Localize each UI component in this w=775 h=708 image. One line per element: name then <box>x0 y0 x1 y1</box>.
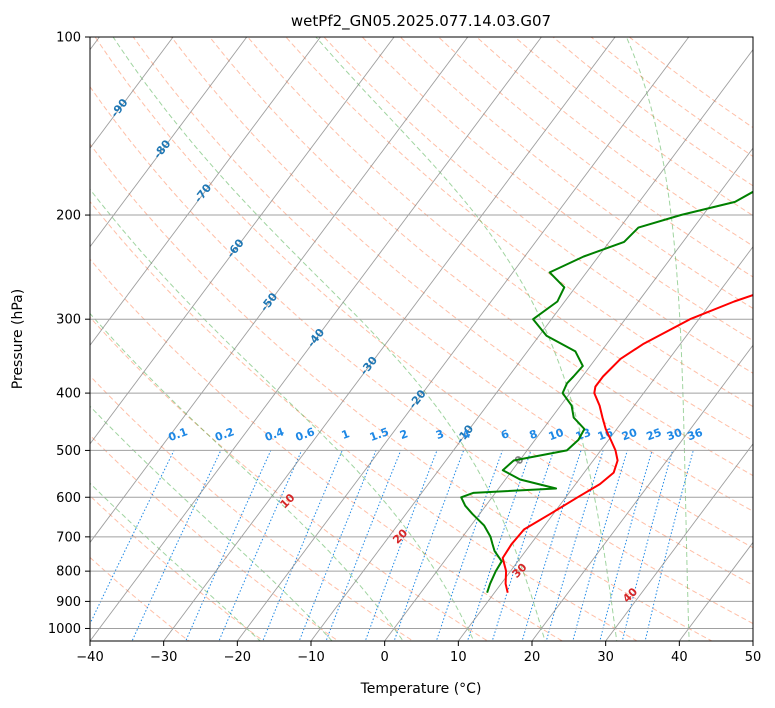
y-tick-label: 200 <box>56 209 81 224</box>
isotherm-line <box>163 37 616 641</box>
y-axis-label: Pressure (hPa) <box>10 289 26 389</box>
y-tick-label: 700 <box>56 530 81 545</box>
x-tick-label: 10 <box>450 650 467 665</box>
temperature-profile-line <box>501 293 753 593</box>
dry-adiabat-line <box>90 556 190 641</box>
isotherm-line <box>236 37 690 641</box>
y-tick-label: 1000 <box>48 622 81 637</box>
x-tick-label: 50 <box>745 650 762 665</box>
mixing-ratio-label: 0.1 <box>167 425 190 444</box>
isotherm-line <box>90 37 469 544</box>
mixing-ratio-label: 4 <box>461 427 473 442</box>
isotherm-line <box>90 37 248 248</box>
isotherm-line <box>384 147 753 641</box>
x-tick-label: −10 <box>297 650 324 665</box>
x-tick-label: 0 <box>381 650 389 665</box>
mixing-ratio-label: 3 <box>434 427 446 442</box>
mixing-ratio-label: 20 <box>620 426 639 444</box>
mixing-ratio-label: 0.6 <box>294 425 317 444</box>
mixing-ratio-label: 6 <box>499 427 511 442</box>
mixing-ratio-label: 1 <box>340 427 352 442</box>
y-tick-label: 100 <box>56 31 81 46</box>
mixing-ratio-label: 30 <box>665 426 684 444</box>
y-tick-label: 800 <box>56 565 81 580</box>
mixing-ratio-label: 1.5 <box>368 425 391 444</box>
dry-adiabat-line <box>90 143 713 641</box>
y-tick-label: 400 <box>56 387 81 402</box>
mixing-ratio-label: 10 <box>547 426 566 444</box>
x-tick-label: 20 <box>524 650 541 665</box>
isotherm-line <box>90 37 542 641</box>
isotherm-line <box>605 443 753 641</box>
y-tick-label: 900 <box>56 595 81 610</box>
dry-adiabat-line <box>90 434 340 641</box>
x-axis-label: Temperature (°C) <box>360 681 482 697</box>
moist-adiabat-line <box>112 37 546 641</box>
x-tick-label: 30 <box>597 650 614 665</box>
mixing-ratio-label: 2 <box>398 427 410 442</box>
dry-adiabat-line <box>285 37 753 408</box>
plot-frame <box>89 36 754 642</box>
x-tick-label: −20 <box>224 650 251 665</box>
mixing-ratio-label: 36 <box>686 426 705 444</box>
dry-adiabat-line <box>90 375 414 641</box>
dewpoint-profile-line <box>460 190 753 594</box>
isotherm-line <box>457 245 753 641</box>
isotherm-line <box>531 344 753 641</box>
mixing-ratio-label: 0.2 <box>213 425 236 444</box>
x-tick-label: −30 <box>150 650 177 665</box>
mixing-ratio-label: 8 <box>528 427 540 442</box>
chart-title: wetPf2_GN05.2025.077.14.03.G07 <box>291 12 551 31</box>
isotherm-line <box>90 37 395 445</box>
mixing-ratio-label: 25 <box>645 426 664 443</box>
dry-adiabat-line <box>90 200 639 641</box>
mixing-ratio-label: 0.4 <box>263 425 286 444</box>
axes: −40 −30 −20 −10 0 10 20 30 40 5010020030040050060… <box>48 31 761 666</box>
y-tick-label: 600 <box>56 491 81 506</box>
x-tick-label: −40 <box>76 650 103 665</box>
x-tick-label: 40 <box>671 650 688 665</box>
y-tick-label: 500 <box>56 444 81 459</box>
moist-adiabat-line <box>315 37 618 641</box>
dry-adiabat-line <box>132 37 753 549</box>
moist-adiabat-line <box>90 312 404 641</box>
isotherm-line <box>90 37 321 347</box>
isotherm-line <box>90 37 174 149</box>
y-tick-label: 300 <box>56 313 81 328</box>
dry-adiabat-line <box>247 37 753 442</box>
isotherm-line <box>310 48 753 641</box>
moist-adiabat-line <box>90 405 333 641</box>
plot-area: -100-90-80-70-60-50-40-30-20-10010203040… <box>90 37 753 641</box>
